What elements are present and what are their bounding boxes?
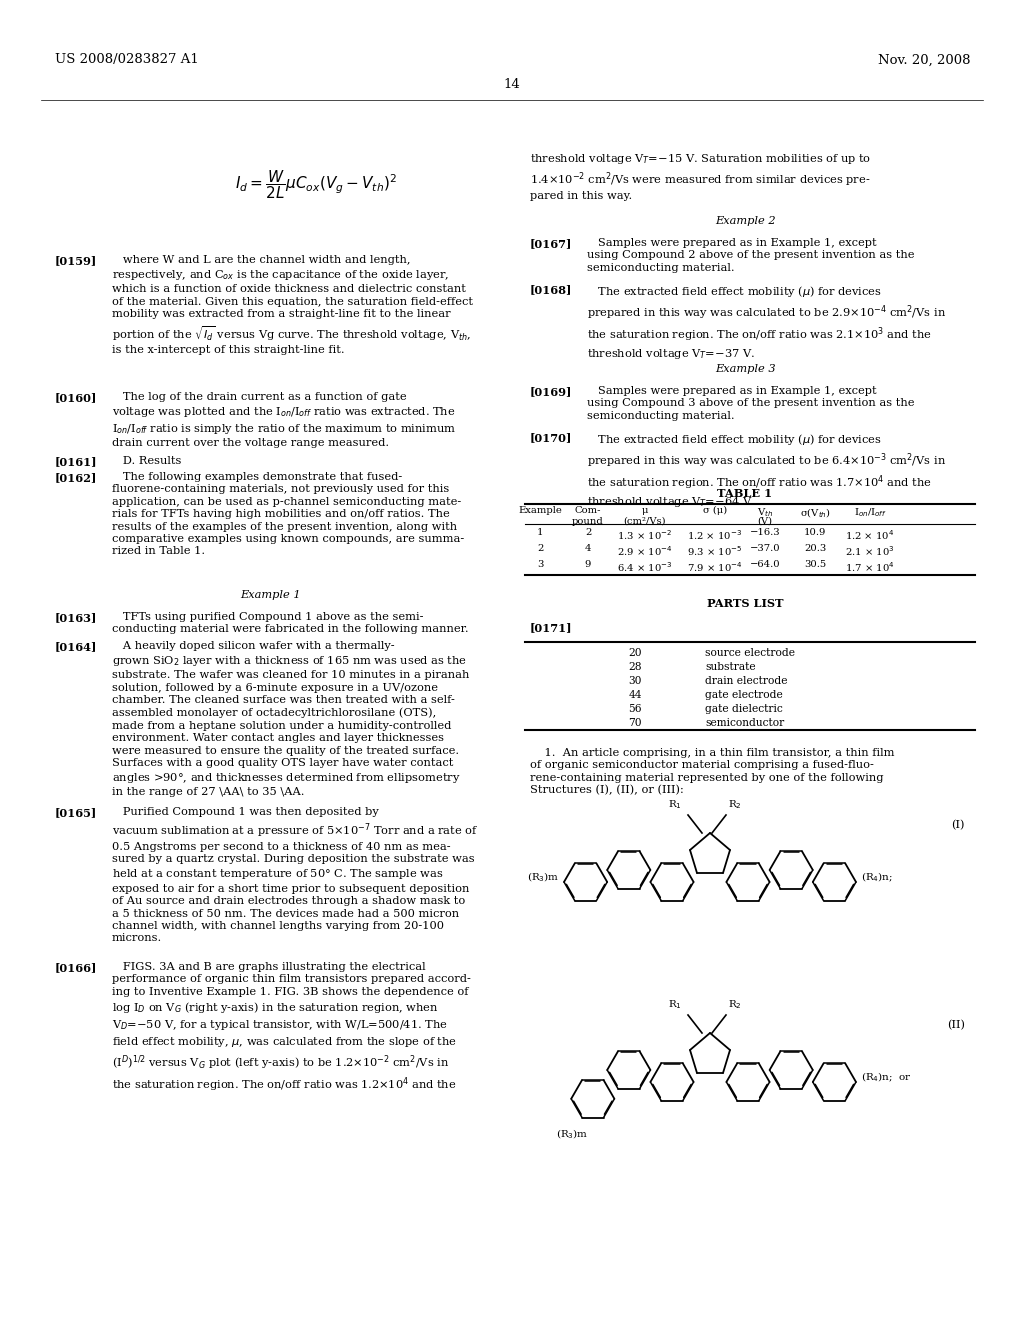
Text: −64.0: −64.0 [750,560,780,569]
Text: [0161]: [0161] [55,455,97,467]
Text: I$_{on}$/I$_{off}$: I$_{on}$/I$_{off}$ [854,506,887,519]
Text: Example 1: Example 1 [240,590,300,601]
Text: V$_{th}$: V$_{th}$ [757,506,773,519]
Text: [0159]: [0159] [55,255,97,267]
Text: 7.9 × 10$^{-4}$: 7.9 × 10$^{-4}$ [687,560,742,574]
Text: TFTs using purified Compound 1 above as the semi-
conducting material were fabri: TFTs using purified Compound 1 above as … [112,612,469,635]
Text: FIGS. 3A and B are graphs illustrating the electrical
performance of organic thi: FIGS. 3A and B are graphs illustrating t… [112,962,471,1094]
Text: 1.2 × 10$^{-3}$: 1.2 × 10$^{-3}$ [687,528,742,541]
Text: drain electrode: drain electrode [705,676,787,686]
Text: 4: 4 [585,544,591,553]
Text: 9: 9 [585,560,591,569]
Text: source electrode: source electrode [705,648,795,657]
Text: Com-: Com- [574,506,601,515]
Text: R$_1$: R$_1$ [668,799,682,810]
Text: Example 3: Example 3 [715,364,775,374]
Text: PARTS LIST: PARTS LIST [707,598,783,609]
Text: 2: 2 [537,544,543,553]
Text: 9.3 × 10$^{-5}$: 9.3 × 10$^{-5}$ [687,544,742,558]
Text: 14: 14 [504,78,520,91]
Text: where W and L are the channel width and length,
respectively, and C$_{ox}$ is th: where W and L are the channel width and … [112,255,473,355]
Text: 6.4 × 10$^{-3}$: 6.4 × 10$^{-3}$ [617,560,673,574]
Text: 2.1 × 10$^3$: 2.1 × 10$^3$ [845,544,895,558]
Text: TABLE 1: TABLE 1 [718,488,772,499]
Text: US 2008/0283827 A1: US 2008/0283827 A1 [55,54,199,66]
Text: −16.3: −16.3 [750,528,780,537]
Text: Purified Compound 1 was then deposited by
vacuum sublimation at a pressure of 5×: Purified Compound 1 was then deposited b… [112,807,478,944]
Text: −37.0: −37.0 [750,544,780,553]
Text: [0163]: [0163] [55,612,97,623]
Text: A heavily doped silicon wafer with a thermally-
grown SiO$_2$ layer with a thick: A heavily doped silicon wafer with a the… [112,642,469,797]
Text: [0166]: [0166] [55,962,97,973]
Text: 2.9 × 10$^{-4}$: 2.9 × 10$^{-4}$ [617,544,673,558]
Text: [0167]: [0167] [530,238,572,249]
Text: 10.9: 10.9 [804,528,826,537]
Text: (I): (I) [951,820,965,830]
Text: semiconductor: semiconductor [705,718,784,729]
Text: $I_d = \dfrac{W}{2L}\mu C_{ox}(V_g - V_{th})^2$: $I_d = \dfrac{W}{2L}\mu C_{ox}(V_g - V_{… [234,169,397,202]
Text: 20: 20 [628,648,642,657]
Text: gate electrode: gate electrode [705,690,782,700]
Text: [0168]: [0168] [530,284,572,294]
Text: 1.3 × 10$^{-2}$: 1.3 × 10$^{-2}$ [617,528,673,541]
Text: R$_1$: R$_1$ [668,998,682,1011]
Text: 1: 1 [537,528,544,537]
Text: [0171]: [0171] [530,622,572,634]
Text: gate dielectric: gate dielectric [705,704,782,714]
Text: σ (μ): σ (μ) [702,506,727,515]
Text: Samples were prepared as in Example 1, except
using Compound 3 above of the pres: Samples were prepared as in Example 1, e… [587,385,914,421]
Text: [0170]: [0170] [530,432,572,444]
Text: pound: pound [572,517,604,525]
Text: substrate: substrate [705,663,756,672]
Text: Nov. 20, 2008: Nov. 20, 2008 [878,54,970,66]
Text: Samples were prepared as in Example 1, except
using Compound 2 above of the pres: Samples were prepared as in Example 1, e… [587,238,914,273]
Text: σ(V$_{th}$): σ(V$_{th}$) [800,506,830,520]
Text: (R$_4$)n;: (R$_4$)n; [861,870,893,884]
Text: 28: 28 [628,663,642,672]
Text: 56: 56 [629,704,642,714]
Text: The extracted field effect mobility ($\mu$) for devices
prepared in this way was: The extracted field effect mobility ($\m… [587,432,946,510]
Text: 44: 44 [629,690,642,700]
Text: 70: 70 [628,718,642,729]
Text: Example: Example [518,506,562,515]
Text: (R$_3$)m: (R$_3$)m [526,870,559,884]
Text: [0169]: [0169] [530,385,572,397]
Text: (R$_4$)n;  or: (R$_4$)n; or [861,1071,912,1084]
Text: The log of the drain current as a function of gate
voltage was plotted and the I: The log of the drain current as a functi… [112,392,456,449]
Text: 1.7 × 10$^4$: 1.7 × 10$^4$ [845,560,895,574]
Text: [0162]: [0162] [55,473,97,483]
Text: 2: 2 [585,528,591,537]
Text: [0160]: [0160] [55,392,97,403]
Text: threshold voltage V$_T$=−15 V. Saturation mobilities of up to
1.4×10$^{-2}$ cm$^: threshold voltage V$_T$=−15 V. Saturatio… [530,152,871,201]
Text: R$_2$: R$_2$ [728,799,741,810]
Text: Example 2: Example 2 [715,216,775,226]
Text: 20.3: 20.3 [804,544,826,553]
Text: (V): (V) [758,517,772,525]
Text: (R$_3$)m: (R$_3$)m [556,1127,589,1140]
Text: D. Results: D. Results [112,455,181,466]
Text: (cm²/Vs): (cm²/Vs) [624,517,667,525]
Text: μ: μ [642,506,648,515]
Text: 1.  An article comprising, in a thin film transistor, a thin film
of organic sem: 1. An article comprising, in a thin film… [530,748,895,796]
Text: The extracted field effect mobility ($\mu$) for devices
prepared in this way was: The extracted field effect mobility ($\m… [587,284,946,362]
Text: R$_2$: R$_2$ [728,998,741,1011]
Text: 3: 3 [537,560,543,569]
Text: 1.2 × 10$^4$: 1.2 × 10$^4$ [846,528,895,541]
Text: [0165]: [0165] [55,807,97,818]
Text: (II): (II) [947,1020,965,1031]
Text: The following examples demonstrate that fused-
fluorene-containing materials, no: The following examples demonstrate that … [112,473,464,557]
Text: 30.5: 30.5 [804,560,826,569]
Text: 30: 30 [629,676,642,686]
Text: [0164]: [0164] [55,642,97,652]
